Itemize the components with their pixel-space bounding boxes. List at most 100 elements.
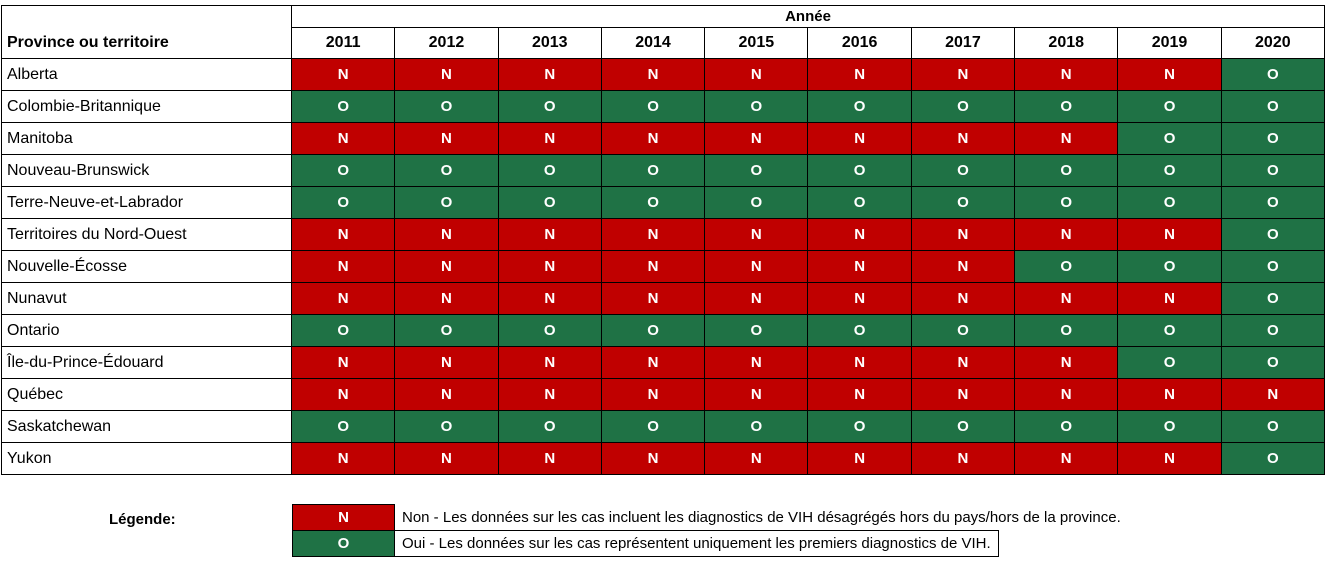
value-cell-row3-2019: O xyxy=(1117,154,1222,187)
value-cell-row9-2012: N xyxy=(394,346,499,379)
value-cell-row8-2016: O xyxy=(807,314,912,347)
value-cell-row4-2016: O xyxy=(807,186,912,219)
year-header-2014: 2014 xyxy=(600,27,706,59)
value-cell-row0-2019: N xyxy=(1117,58,1222,91)
value-cell-row6-2020: O xyxy=(1220,250,1326,283)
year-header-2017: 2017 xyxy=(910,27,1016,59)
value-cell-row7-2019: N xyxy=(1117,282,1222,315)
table-row: Manitoba N N N N N N N N O O xyxy=(1,122,1326,155)
value-cell-row8-2011: O xyxy=(290,314,396,347)
value-cell-row9-2017: N xyxy=(910,346,1016,379)
value-cell-row0-2016: N xyxy=(807,58,912,91)
year-header-2019: 2019 xyxy=(1117,27,1222,59)
value-cell-row12-2017: N xyxy=(910,442,1016,475)
value-cell-row9-2020: O xyxy=(1220,346,1326,379)
value-cell-row2-2019: O xyxy=(1117,122,1222,155)
province-name: Nouvelle-Écosse xyxy=(1,250,292,283)
value-cell-row9-2016: N xyxy=(807,346,912,379)
value-cell-row10-2017: N xyxy=(910,378,1016,411)
value-cell-row8-2015: O xyxy=(704,314,809,347)
value-cell-row8-2012: O xyxy=(394,314,499,347)
value-cell-row1-2019: O xyxy=(1117,90,1222,123)
value-cell-row1-2017: O xyxy=(910,90,1016,123)
value-cell-row3-2014: O xyxy=(600,154,706,187)
value-cell-row5-2015: N xyxy=(704,218,809,251)
legend-swatch-N: N xyxy=(292,504,395,531)
value-cell-row3-2011: O xyxy=(290,154,396,187)
value-cell-row11-2018: O xyxy=(1014,410,1119,443)
value-cell-row7-2011: N xyxy=(290,282,396,315)
province-name: Île-du-Prince-Édouard xyxy=(1,346,292,379)
value-cell-row3-2013: O xyxy=(497,154,602,187)
value-cell-row1-2018: O xyxy=(1014,90,1119,123)
value-cell-row8-2019: O xyxy=(1117,314,1222,347)
value-cell-row11-2016: O xyxy=(807,410,912,443)
legend-swatch-O: O xyxy=(292,530,395,557)
value-cell-row0-2020: O xyxy=(1220,58,1326,91)
value-cell-row3-2020: O xyxy=(1220,154,1326,187)
value-cell-row9-2015: N xyxy=(704,346,809,379)
value-cell-row5-2012: N xyxy=(394,218,499,251)
province-name: Saskatchewan xyxy=(1,410,292,443)
value-cell-row10-2020: N xyxy=(1220,378,1326,411)
value-cell-row2-2014: N xyxy=(600,122,706,155)
table-row: Île-du-Prince-Édouard N N N N N N N N O O xyxy=(1,346,1326,379)
value-cell-row7-2020: O xyxy=(1220,282,1326,315)
year-group-header-annee: Année xyxy=(291,5,1325,28)
legend-title: Légende: xyxy=(109,511,176,528)
value-cell-row5-2014: N xyxy=(600,218,706,251)
value-cell-row4-2020: O xyxy=(1220,186,1326,219)
value-cell-row0-2011: N xyxy=(290,58,396,91)
corner-header-province-ou-territoire: Province ou territoire xyxy=(1,5,292,59)
value-cell-row7-2015: N xyxy=(704,282,809,315)
year-header-2020: 2020 xyxy=(1220,27,1326,59)
value-cell-row1-2020: O xyxy=(1220,90,1326,123)
header-row-years: 2011 2012 2013 2014 2015 2016 2017 2018 2019 2020 xyxy=(2,27,1326,59)
value-cell-row5-2018: N xyxy=(1014,218,1119,251)
value-cell-row12-2020: O xyxy=(1220,442,1326,475)
table-row: Territoires du Nord-Ouest N N N N N N N N N O xyxy=(1,218,1326,251)
value-cell-row6-2015: N xyxy=(704,250,809,283)
value-cell-row11-2011: O xyxy=(290,410,396,443)
value-cell-row10-2011: N xyxy=(290,378,396,411)
table-row: Yukon N N N N N N N N N O xyxy=(1,442,1326,475)
value-cell-row10-2014: N xyxy=(600,378,706,411)
value-cell-row1-2015: O xyxy=(704,90,809,123)
year-header-2011: 2011 xyxy=(290,27,396,59)
header-row-group: Province ou territoire Année xyxy=(1,5,1325,59)
value-cell-row6-2014: N xyxy=(600,250,706,283)
province-name: Nunavut xyxy=(1,282,292,315)
value-cell-row10-2013: N xyxy=(497,378,602,411)
value-cell-row10-2018: N xyxy=(1014,378,1119,411)
legend-description: Oui - Les données sur les cas représente… xyxy=(395,530,999,557)
year-header-2015: 2015 xyxy=(704,27,809,59)
value-cell-row11-2012: O xyxy=(394,410,499,443)
value-cell-row6-2016: N xyxy=(807,250,912,283)
table-row: Nunavut N N N N N N N N N O xyxy=(1,282,1326,315)
value-cell-row2-2015: N xyxy=(704,122,809,155)
value-cell-row5-2011: N xyxy=(290,218,396,251)
value-cell-row8-2020: O xyxy=(1220,314,1326,347)
year-header-2013: 2013 xyxy=(497,27,602,59)
value-cell-row12-2014: N xyxy=(600,442,706,475)
value-cell-row7-2014: N xyxy=(600,282,706,315)
value-cell-row7-2017: N xyxy=(910,282,1016,315)
value-cell-row10-2016: N xyxy=(807,378,912,411)
value-cell-row9-2011: N xyxy=(290,346,396,379)
legend-item-O: O Oui - Les données sur les cas représent… xyxy=(292,530,1128,557)
province-name: Colombie-Britannique xyxy=(1,90,292,123)
table-body: Alberta N N N N N N N N N O Colombie-Britannique O O O… xyxy=(1,58,1326,475)
value-cell-row9-2013: N xyxy=(497,346,602,379)
value-cell-row7-2016: N xyxy=(807,282,912,315)
value-cell-row4-2013: O xyxy=(497,186,602,219)
value-cell-row0-2013: N xyxy=(497,58,602,91)
value-cell-row2-2011: N xyxy=(290,122,396,155)
province-name: Yukon xyxy=(1,442,292,475)
value-cell-row7-2012: N xyxy=(394,282,499,315)
value-cell-row2-2018: N xyxy=(1014,122,1119,155)
value-cell-row8-2018: O xyxy=(1014,314,1119,347)
value-cell-row4-2019: O xyxy=(1117,186,1222,219)
value-cell-row11-2020: O xyxy=(1220,410,1326,443)
value-cell-row2-2020: O xyxy=(1220,122,1326,155)
value-cell-row2-2012: N xyxy=(394,122,499,155)
